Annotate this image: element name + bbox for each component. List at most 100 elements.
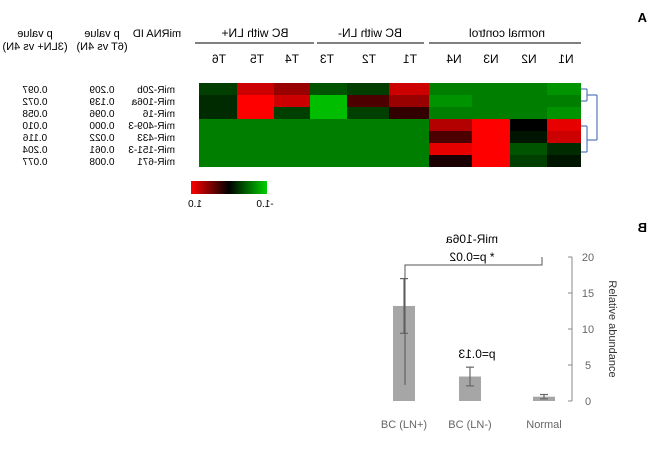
heatmap-cell [547, 119, 581, 131]
pval-header-2-line2: (3LN+ vs 4N) [2, 41, 67, 53]
row-mirna-id: miR-20b [137, 85, 175, 96]
group-label-normal: normal control [469, 26, 545, 40]
bar [393, 305, 415, 401]
x-category-label: BC (LN-) [448, 419, 491, 431]
annotation-p-small: p=0.13 [458, 347, 495, 361]
heatmap-cell [429, 95, 472, 107]
heatmap-cell [274, 131, 310, 143]
row-mirna-id: miR-151-3 [128, 145, 175, 156]
heatmap-cell [429, 143, 472, 155]
heatmap [199, 83, 581, 167]
significance-bracket [404, 257, 543, 385]
heatmap-cell [510, 143, 547, 155]
heatmap-cell [472, 95, 510, 107]
group-label-lnpos: BC with LN+ [221, 26, 288, 40]
heatmap-cell [547, 131, 581, 143]
dendrogram [581, 88, 598, 153]
heatmap-cell [237, 143, 274, 155]
heatmap-cell [347, 131, 389, 143]
row-mirna-id: miR-16 [142, 109, 175, 120]
heatmap-cell [472, 107, 510, 119]
row-mirna-id: miR-409-3 [128, 121, 175, 132]
y-tick-label: 0 [585, 396, 591, 408]
heatmap-cell [429, 131, 472, 143]
heatmap-cell [472, 119, 510, 131]
heatmap-cell [510, 95, 547, 107]
heatmap-cell [199, 143, 237, 155]
panel-a: A normal control BC with LN- BC with LN+… [2, 10, 647, 210]
heatmap-cell [237, 119, 274, 131]
heatmap-cell [199, 131, 237, 143]
heatmap-cell [199, 83, 237, 95]
row-pvalue-3lnpos-vs-4n: 0.077 [22, 157, 47, 168]
heatmap-cell [547, 83, 581, 95]
heatmap-cell [389, 155, 429, 167]
heatmap-cell [429, 155, 472, 167]
heatmap-cell [510, 155, 547, 167]
heatmap-cell [237, 155, 274, 167]
heatmap-cell [347, 95, 389, 107]
legend-high-label: 1.0 [188, 199, 202, 210]
heatmap-cell [347, 155, 389, 167]
heatmap-cell [199, 119, 237, 131]
heatmap-cell [310, 107, 347, 119]
heatmap-cell [237, 83, 274, 95]
heatmap-cell [472, 131, 510, 143]
row-labels: miR-20b 0.209 0.097 miR-106a 0.139 0.072 miR-1… [22, 85, 175, 168]
column-label: T4 [285, 52, 299, 66]
bar [459, 376, 481, 401]
heatmap-cell [237, 95, 274, 107]
bar-chart: 0 5 10 15 20 Relative abundance Normal BC (LN-)… [381, 252, 618, 431]
heatmap-cell [472, 143, 510, 155]
heatmap-cell [274, 83, 310, 95]
heatmap-cell [310, 131, 347, 143]
row-pvalue-3lnpos-vs-4n: 0.072 [22, 97, 47, 108]
row-pvalue-6t-vs-4n: 0.096 [89, 109, 114, 120]
heatmap-cell [274, 95, 310, 107]
heatmap-cell [347, 143, 389, 155]
column-label: T2 [362, 52, 376, 66]
column-label: T6 [212, 52, 226, 66]
column-label: N3 [483, 52, 499, 66]
y-tick-label: 10 [582, 324, 594, 336]
heatmap-cell [347, 107, 389, 119]
panel-b: B 0 5 10 15 20 Relative abundance Normal BC (LN… [381, 220, 647, 431]
heatmap-cell [310, 83, 347, 95]
y-tick-label: 20 [582, 252, 594, 264]
heatmap-cell [389, 131, 429, 143]
x-category-label: Normal [526, 419, 561, 431]
heatmap-cell [472, 83, 510, 95]
heatmap-cell [389, 143, 429, 155]
heatmap-cell [510, 119, 547, 131]
row-pvalue-6t-vs-4n: 0.139 [89, 97, 114, 108]
heatmap-cell [510, 131, 547, 143]
column-label: N2 [521, 52, 537, 66]
panel-a-label: A [637, 10, 647, 25]
row-mirna-id: miR-106a [131, 97, 175, 108]
annotation-title: miR-106a [446, 232, 498, 246]
heatmap-cell [310, 95, 347, 107]
row-mirna-id: miR-433 [137, 133, 175, 144]
row-pvalue-3lnpos-vs-4n: 0.097 [22, 85, 47, 96]
y-tick-label: 15 [582, 288, 594, 300]
row-pvalue-6t-vs-4n: 0.061 [89, 145, 114, 156]
heatmap-cell [199, 95, 237, 107]
row-pvalue-3lnpos-vs-4n: 0.116 [22, 133, 47, 144]
column-label: T3 [320, 52, 334, 66]
heatmap-cell [547, 155, 581, 167]
row-mirna-id: miR-671 [137, 157, 175, 168]
pval-header-1-line2: (6T vs 4N) [76, 41, 127, 53]
heatmap-cell [274, 119, 310, 131]
row-pvalue-6t-vs-4n: 0.209 [89, 85, 114, 96]
heatmap-cell [429, 83, 472, 95]
heatmap-cell [199, 155, 237, 167]
row-pvalue-6t-vs-4n: 0.000 [89, 121, 114, 132]
heatmap-cell [547, 95, 581, 107]
legend-low-label: -1.0 [256, 199, 274, 210]
heatmap-cell [389, 83, 429, 95]
color-legend-bar [191, 181, 267, 194]
column-label: T1 [403, 52, 417, 66]
column-label: N4 [446, 52, 462, 66]
